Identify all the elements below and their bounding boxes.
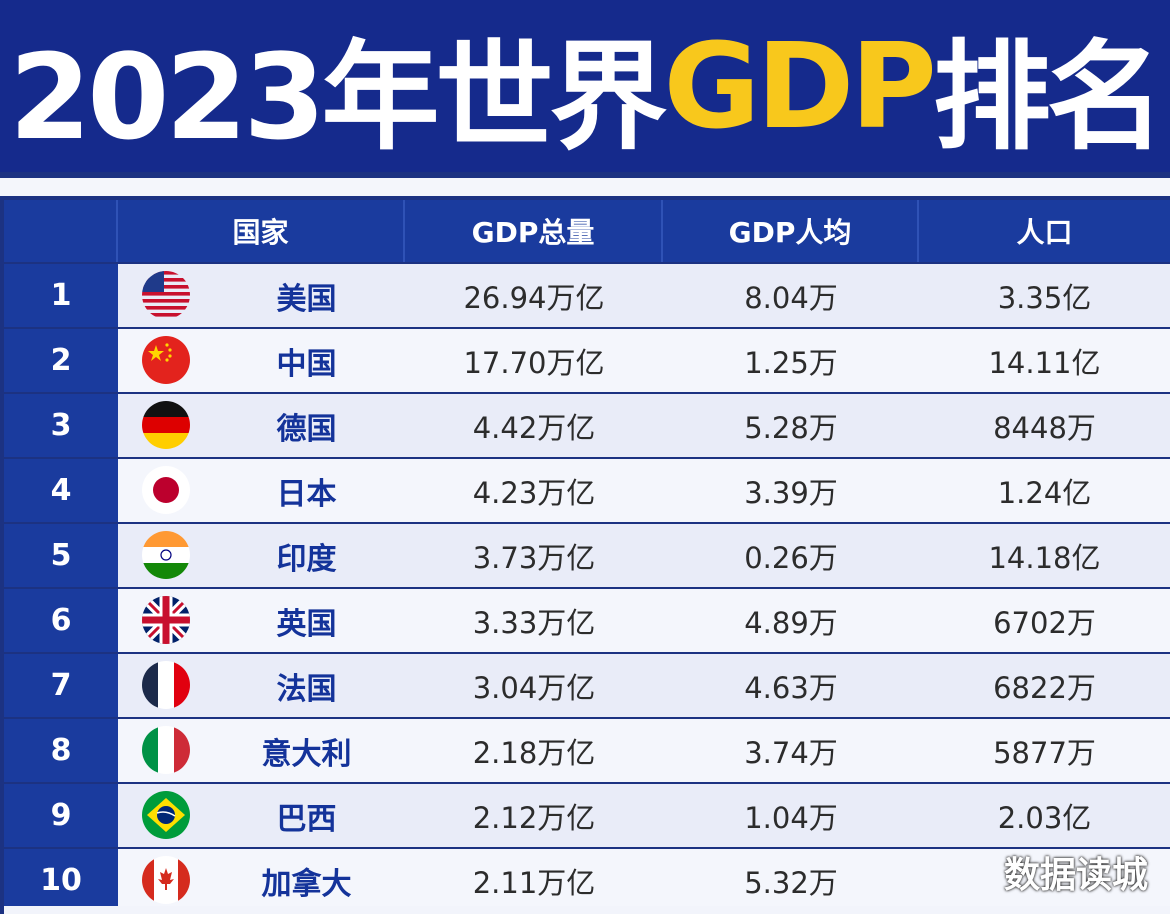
rank-cell: 2 — [4, 329, 118, 392]
header-gdp-total: GDP总量 — [405, 200, 663, 262]
country-name: 加拿大 — [261, 866, 352, 902]
country-cell: 巴西 — [118, 784, 405, 847]
country-cell: 中国 — [118, 329, 405, 392]
population-cell: 8448万 — [919, 394, 1170, 457]
china-flag-icon — [142, 336, 190, 384]
country-name: 巴西 — [276, 801, 337, 837]
rank-cell: 10 — [4, 849, 118, 912]
country-cell: 意大利 — [118, 719, 405, 782]
title-banner — [0, 0, 1170, 172]
india-flag-icon — [142, 531, 190, 579]
gdp-total-cell: 2.18万亿 — [405, 719, 663, 782]
germany-flag-icon — [142, 401, 190, 449]
country-name: 中国 — [276, 346, 337, 382]
gdp-per-capita-cell: 5.32万 — [663, 849, 919, 912]
italy-flag-icon — [142, 726, 190, 774]
watermark: 数据读城 — [1003, 855, 1148, 896]
japan-flag-icon — [142, 466, 190, 514]
gdp-total-cell: 4.42万亿 — [405, 394, 663, 457]
table-row: 2 中国 17.70万亿 1.25万 14.11亿 — [4, 329, 1170, 392]
header-rank — [4, 200, 118, 262]
title-suffix: 排名 — [932, 27, 1165, 166]
population-cell: 14.11亿 — [919, 329, 1170, 392]
gdp-ranking-table: 国家 GDP总量 GDP人均 人口 1 美国 26.94万亿 8.04万 3.35亿 2 中… — [4, 198, 1170, 914]
gdp-per-capita-cell: 3.74万 — [663, 719, 919, 782]
country-name: 英国 — [276, 606, 337, 642]
gdp-total-cell: 4.23万亿 — [405, 459, 663, 522]
rank-cell: 1 — [4, 264, 118, 327]
header-country: 国家 — [118, 200, 405, 262]
country-name: 意大利 — [261, 736, 352, 772]
table-row: 4 日本 4.23万亿 3.39万 1.24亿 — [4, 459, 1170, 522]
gdp-per-capita-cell: 1.25万 — [663, 329, 919, 392]
country-name: 法国 — [276, 671, 337, 707]
country-cell: 印度 — [118, 524, 405, 587]
gdp-total-cell: 2.11万亿 — [405, 849, 663, 912]
title-prefix: 2023年世界 — [9, 27, 667, 166]
gdp-per-capita-cell: 3.39万 — [663, 459, 919, 522]
country-cell: 德国 — [118, 394, 405, 457]
title-highlight: GDP — [663, 17, 937, 155]
country-name: 印度 — [276, 541, 337, 577]
brazil-flag-icon — [142, 791, 190, 839]
france-flag-icon — [142, 661, 190, 709]
gdp-total-cell: 2.12万亿 — [405, 784, 663, 847]
population-cell: 5877万 — [919, 719, 1170, 782]
uk-flag-icon — [142, 596, 190, 644]
population-cell: 6822万 — [919, 654, 1170, 717]
canada-flag-icon — [142, 856, 190, 904]
gdp-total-cell: 17.70万亿 — [405, 329, 663, 392]
gdp-total-cell: 3.04万亿 — [405, 654, 663, 717]
country-name: 德国 — [276, 411, 337, 447]
gdp-total-cell: 26.94万亿 — [405, 264, 663, 327]
table-row: 10 加拿大 2.11万亿 5.32万 — [4, 849, 1170, 912]
page-title: 2023年世界 GDP 排名 — [0, 0, 1170, 172]
header-gdp-per-capita: GDP人均 — [663, 200, 919, 262]
table-row: 3 德国 4.42万亿 5.28万 8448万 — [4, 394, 1170, 457]
gdp-per-capita-cell: 4.63万 — [663, 654, 919, 717]
population-cell: 14.18亿 — [919, 524, 1170, 587]
country-cell: 英国 — [118, 589, 405, 652]
rank-cell: 8 — [4, 719, 118, 782]
gdp-total-cell: 3.33万亿 — [405, 589, 663, 652]
population-cell: 2.03亿 — [919, 784, 1170, 847]
country-name: 美国 — [276, 281, 337, 317]
gdp-per-capita-cell: 1.04万 — [663, 784, 919, 847]
usa-flag-icon — [142, 271, 190, 319]
table-row: 7 法国 3.04万亿 4.63万 6822万 — [4, 654, 1170, 717]
table-row: 1 美国 26.94万亿 8.04万 3.35亿 — [4, 264, 1170, 327]
table-row: 5 印度 3.73万亿 0.26万 14.18亿 — [4, 524, 1170, 587]
table-row: 8 意大利 2.18万亿 3.74万 5877万 — [4, 719, 1170, 782]
gdp-per-capita-cell: 4.89万 — [663, 589, 919, 652]
rank-cell: 6 — [4, 589, 118, 652]
rank-cell: 7 — [4, 654, 118, 717]
population-cell — [919, 849, 1170, 912]
population-cell: 3.35亿 — [919, 264, 1170, 327]
population-cell: 1.24亿 — [919, 459, 1170, 522]
header-population: 人口 — [919, 200, 1170, 262]
rank-cell: 4 — [4, 459, 118, 522]
table-row: 9 巴西 2.12万亿 1.04万 2.03亿 — [4, 784, 1170, 847]
table-row: 6 英国 3.33万亿 4.89万 6702万 — [4, 589, 1170, 652]
rank-cell: 9 — [4, 784, 118, 847]
gdp-total-cell: 3.73万亿 — [405, 524, 663, 587]
country-cell: 日本 — [118, 459, 405, 522]
gdp-per-capita-cell: 5.28万 — [663, 394, 919, 457]
country-cell: 美国 — [118, 264, 405, 327]
title-divider — [0, 178, 1170, 196]
gdp-per-capita-cell: 0.26万 — [663, 524, 919, 587]
population-cell: 6702万 — [919, 589, 1170, 652]
table-row-partial — [4, 906, 1170, 914]
gdp-per-capita-cell: 8.04万 — [663, 264, 919, 327]
table-header-row: 国家 GDP总量 GDP人均 人口 — [4, 200, 1170, 262]
country-name: 日本 — [276, 476, 337, 512]
country-cell: 法国 — [118, 654, 405, 717]
country-cell: 加拿大 — [118, 849, 405, 912]
rank-cell: 5 — [4, 524, 118, 587]
rank-cell: 3 — [4, 394, 118, 457]
